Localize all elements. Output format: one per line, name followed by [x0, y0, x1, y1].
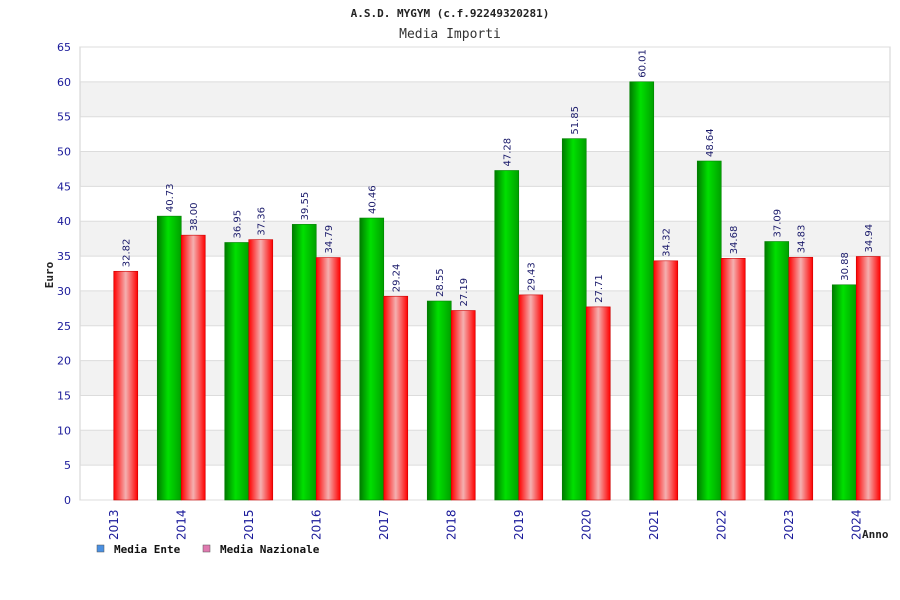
y-tick-label: 40	[57, 215, 71, 228]
bar-media-nazionale	[720, 258, 746, 501]
plot-band	[80, 151, 890, 187]
chart-title: A.S.D. MYGYM (c.f.92249320281)	[351, 7, 550, 20]
x-tick-label: 2024	[849, 509, 863, 540]
legend-label-media-nazionale: Media Nazionale	[220, 543, 320, 556]
bar-media-ente	[156, 215, 182, 501]
bar-media-ente	[359, 217, 385, 501]
x-tick-label: 2018	[444, 509, 458, 540]
data-label-media-ente: 39.55	[300, 192, 311, 221]
data-label-media-nazionale: 34.83	[797, 225, 808, 254]
x-tick-label: 2013	[107, 509, 121, 540]
data-label-media-ente: 30.88	[840, 252, 851, 281]
legend-swatch-media-nazionale	[202, 544, 211, 553]
data-label-media-ente: 40.46	[368, 185, 379, 214]
y-tick-label: 50	[57, 146, 71, 159]
x-tick-label: 2014	[174, 509, 188, 540]
bar-media-nazionale	[518, 294, 544, 501]
data-label-media-nazionale: 38.00	[189, 203, 200, 232]
bar-media-nazionale	[855, 256, 881, 501]
plot-bands	[80, 81, 890, 466]
x-tick-label: 2016	[309, 509, 323, 540]
bar-media-ente	[291, 224, 317, 501]
bar-media-nazionale	[450, 310, 476, 501]
x-tick-label: 2019	[512, 509, 526, 540]
y-tick-label: 20	[57, 355, 71, 368]
data-label-media-nazionale: 34.94	[864, 224, 875, 253]
bar-media-ente	[831, 284, 857, 501]
x-axis-ticks: 2013 2014 2015 2016 2017 2018 2019 2020 2021 2022…	[107, 509, 864, 540]
bar-media-nazionale	[315, 257, 341, 501]
data-label-media-ente: 40.73	[165, 184, 176, 213]
y-axis-title: Euro	[43, 261, 56, 288]
plot-band	[80, 360, 890, 396]
y-tick-label: 5	[64, 459, 71, 472]
data-labels: 32.82 40.73 38.00 36.95 37.36 39.55 34.79 40.46…	[122, 49, 876, 306]
plot-band	[80, 81, 890, 117]
bar-media-ente	[494, 170, 520, 501]
data-label-media-ente: 36.95	[233, 210, 244, 239]
gridlines	[80, 46, 890, 501]
x-axis-title: Anno	[862, 528, 889, 541]
bars	[113, 81, 881, 501]
legend: Media Ente Media Nazionale	[96, 543, 320, 556]
legend-swatch-media-ente	[96, 544, 105, 553]
bar-media-ente	[426, 300, 452, 501]
bar-media-nazionale	[248, 239, 274, 501]
x-tick-label: 2015	[242, 509, 256, 540]
bar-media-ente	[561, 138, 587, 501]
bar-media-nazionale	[585, 306, 611, 501]
chart-subtitle: Media Importi	[399, 27, 501, 42]
data-label-media-ente: 47.28	[503, 138, 514, 167]
y-tick-label: 0	[64, 494, 71, 507]
data-label-media-nazionale: 32.82	[122, 239, 133, 268]
data-label-media-nazionale: 29.43	[527, 262, 538, 291]
plot-band	[80, 430, 890, 466]
y-tick-label: 25	[57, 320, 71, 333]
bar-media-nazionale	[113, 270, 139, 501]
data-label-media-nazionale: 34.68	[729, 226, 740, 255]
y-tick-label: 15	[57, 389, 71, 402]
y-tick-label: 65	[57, 41, 71, 54]
data-label-media-nazionale: 34.32	[662, 228, 673, 257]
x-tick-label: 2020	[579, 509, 593, 540]
bar-media-ente	[696, 160, 722, 501]
bar-media-ente	[224, 242, 250, 501]
bar-media-ente	[629, 81, 655, 501]
plot-band	[80, 290, 890, 326]
y-tick-label: 35	[57, 250, 71, 263]
x-tick-label: 2023	[782, 509, 796, 540]
bar-media-nazionale	[788, 256, 814, 501]
data-label-media-nazionale: 27.71	[594, 274, 605, 303]
data-label-media-ente: 51.85	[570, 106, 581, 135]
plot-band	[80, 221, 890, 257]
data-label-media-nazionale: 29.24	[392, 264, 403, 293]
data-label-media-nazionale: 27.19	[459, 278, 470, 307]
bar-media-nazionale	[180, 234, 206, 501]
data-label-media-ente: 48.64	[705, 128, 716, 157]
data-label-media-ente: 37.09	[773, 209, 784, 238]
data-label-media-nazionale: 34.79	[324, 225, 335, 254]
y-tick-label: 55	[57, 111, 71, 124]
y-tick-label: 45	[57, 180, 71, 193]
y-tick-label: 10	[57, 424, 71, 437]
x-tick-label: 2017	[377, 509, 391, 540]
data-label-media-nazionale: 37.36	[257, 207, 268, 236]
bar-media-ente	[764, 241, 790, 501]
bar-media-nazionale	[653, 260, 679, 501]
data-label-media-ente: 60.01	[638, 49, 649, 78]
data-label-media-ente: 28.55	[435, 268, 446, 297]
y-axis-ticks: 0 5 10 15 20 25 30 35 40 45 50 55 60 65	[57, 41, 71, 507]
x-tick-label: 2021	[647, 509, 661, 540]
legend-label-media-ente: Media Ente	[114, 543, 181, 556]
bar-media-nazionale	[383, 295, 409, 501]
y-tick-label: 60	[57, 76, 71, 89]
y-tick-label: 30	[57, 285, 71, 298]
x-tick-label: 2022	[714, 509, 728, 540]
